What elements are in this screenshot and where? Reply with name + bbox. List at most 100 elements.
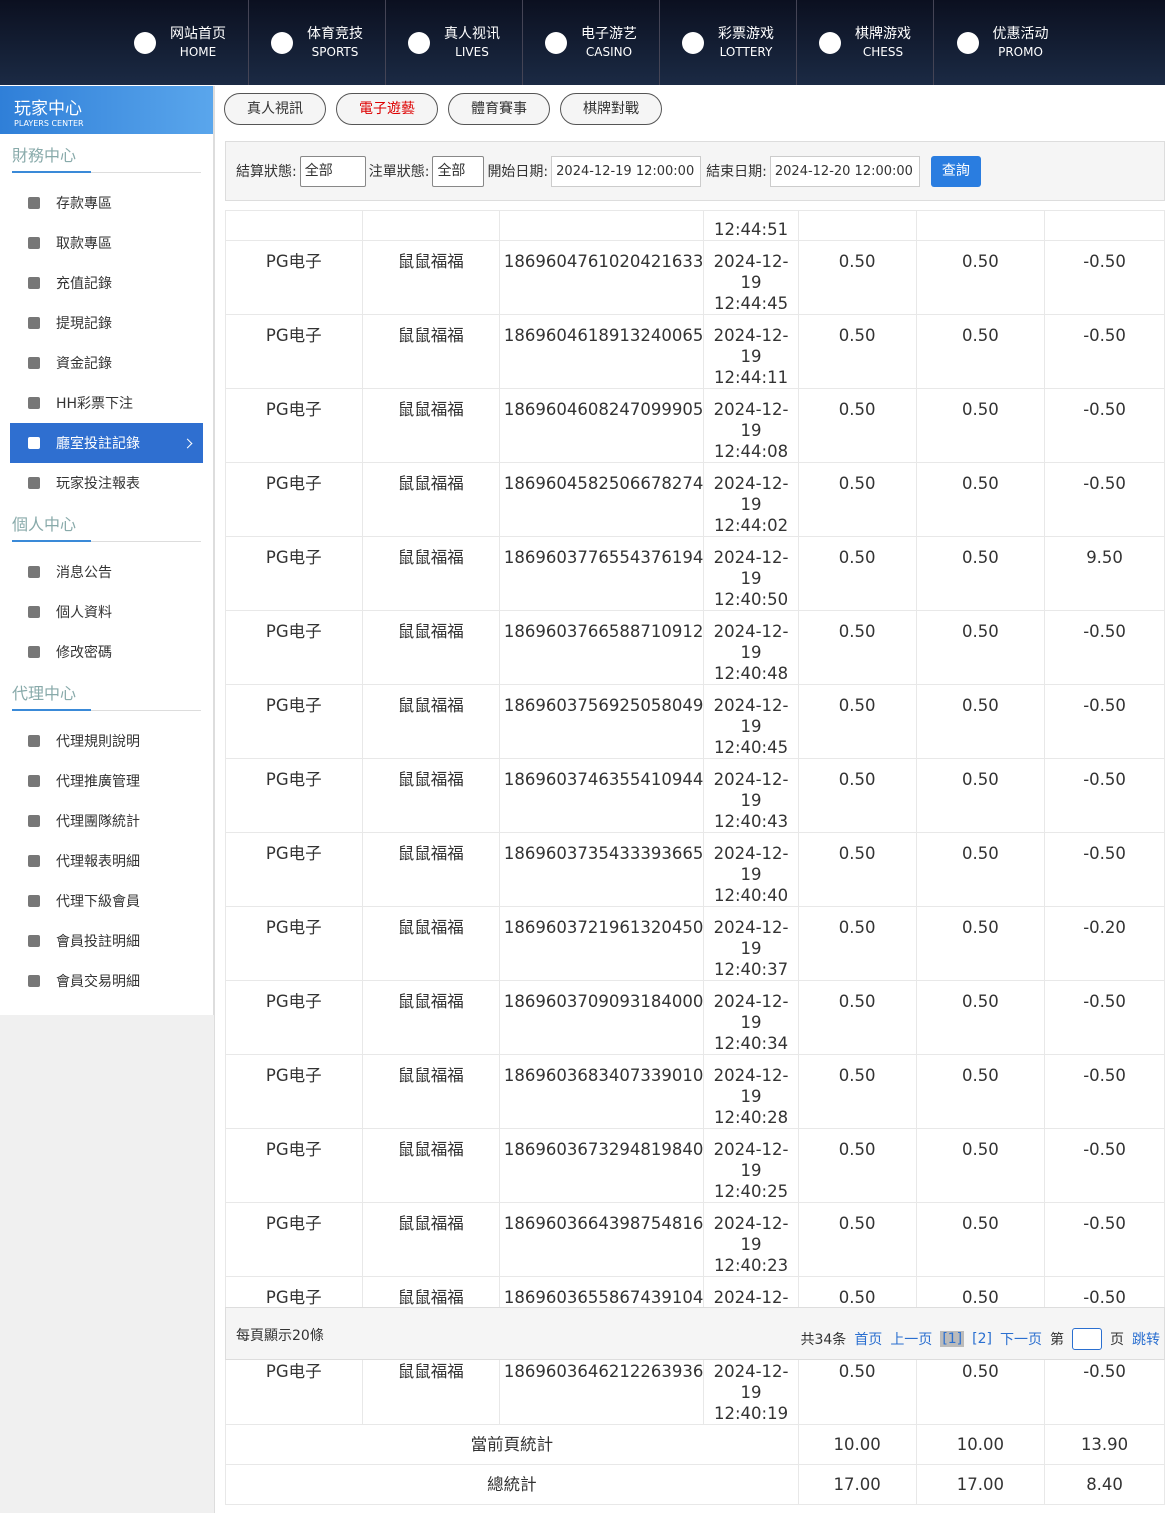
sidebar-link[interactable]: 代理推廣管理 bbox=[10, 761, 203, 801]
cell: 0.50 bbox=[797, 758, 917, 833]
link-text: 充值記錄 bbox=[56, 276, 112, 292]
nav-item[interactable]: 网站首页 HOME bbox=[112, 0, 249, 85]
link-text: 會員投註明細 bbox=[56, 934, 140, 950]
cell: 0.50 bbox=[797, 1202, 917, 1277]
nav-cn: 真人视讯 bbox=[444, 25, 500, 42]
date-input[interactable]: 2024-12-19 12:00:00 bbox=[551, 155, 702, 187]
sidebar-link[interactable]: 會員交易明細 bbox=[10, 961, 203, 1001]
sidebar-link[interactable]: 修改密碼 bbox=[10, 632, 203, 672]
cell: PG电子 bbox=[225, 610, 363, 685]
cell: 0.50 bbox=[797, 388, 917, 463]
sidebar-link[interactable]: 存款專區 bbox=[10, 183, 203, 223]
label: 結算狀態: bbox=[236, 164, 297, 180]
select[interactable]: 全部 bbox=[432, 155, 485, 187]
sidebar-link[interactable]: 提現記錄 bbox=[10, 303, 203, 343]
nav-item[interactable]: 真人视讯 LIVES bbox=[386, 0, 523, 85]
cell: 2024-12-19 12:40:43 bbox=[703, 758, 799, 833]
cell: 1869603746355410944 bbox=[498, 758, 705, 833]
goto-suffix: 页 bbox=[1110, 1332, 1124, 1348]
goto-prefix: 第 bbox=[1050, 1332, 1064, 1348]
tab[interactable]: 體育賽事 bbox=[448, 93, 550, 125]
link-icon bbox=[28, 735, 40, 747]
cell: PG电子 bbox=[225, 906, 363, 981]
sidebar-title: 玩家中心 bbox=[14, 99, 82, 119]
cell: 0.50 bbox=[915, 832, 1046, 907]
cell: 0.50 bbox=[915, 314, 1046, 389]
cell: 1869604608247099905 bbox=[498, 388, 705, 463]
cell: 0.50 bbox=[915, 758, 1046, 833]
search-button[interactable]: 查詢 bbox=[930, 155, 981, 187]
cell: 2024-12-19 12:44:02 bbox=[703, 462, 799, 537]
link-icon bbox=[28, 477, 40, 489]
link-icon bbox=[28, 317, 40, 329]
sidebar-link[interactable]: 取款專區 bbox=[10, 223, 203, 263]
cell: PG电子 bbox=[225, 240, 363, 315]
prev-link[interactable]: 上一页 bbox=[890, 1332, 933, 1348]
sidebar-link[interactable]: 會員投註明細 bbox=[10, 921, 203, 961]
nav-item[interactable]: 棋牌游戏 CHESS bbox=[797, 0, 934, 85]
sidebar-link[interactable]: 充值記錄 bbox=[10, 263, 203, 303]
nav-cn: 电子游艺 bbox=[581, 25, 637, 42]
next-link[interactable]: 下一页 bbox=[1000, 1332, 1042, 1348]
sidebar-header: 玩家中心 PLAYERS CENTER bbox=[0, 86, 213, 134]
nav-item[interactable]: 电子游艺 CASINO bbox=[523, 0, 660, 85]
sidebar-link[interactable]: 代理規則說明 bbox=[10, 721, 203, 761]
sidebar-link[interactable]: 個人資料 bbox=[10, 592, 203, 632]
page-link[interactable]: [1] bbox=[940, 1331, 965, 1347]
sidebar-link[interactable]: 消息公告 bbox=[10, 552, 203, 592]
sidebar-link[interactable]: 資金記錄 bbox=[10, 343, 203, 383]
sidebar-link[interactable]: 代理報表明細 bbox=[10, 841, 203, 881]
tab[interactable]: 棋牌對戰 bbox=[560, 93, 662, 125]
cell: 0.50 bbox=[797, 536, 917, 611]
cell: 0.50 bbox=[797, 462, 917, 537]
cell: -0.50 bbox=[1044, 240, 1165, 315]
section-title-text: 個人中心 bbox=[12, 511, 91, 542]
table-row: PG电子 鼠鼠福福 1869603709093184000 2024-12-19 12… bbox=[225, 980, 1165, 1055]
link-icon bbox=[28, 855, 40, 867]
sidebar-link[interactable]: HH彩票下注 bbox=[10, 383, 203, 423]
nav-text: 棋牌游戏 CHESS bbox=[855, 25, 911, 61]
cell: 13.90 bbox=[1044, 1424, 1165, 1465]
cell: 8.40 bbox=[1044, 1464, 1165, 1505]
cell: 鼠鼠福福 bbox=[361, 1128, 500, 1203]
cell: -0.50 bbox=[1044, 1128, 1165, 1203]
first-link[interactable]: 首页 bbox=[854, 1332, 883, 1348]
sidebar-link[interactable]: 代理團隊統計 bbox=[10, 801, 203, 841]
link-text: 廳室投註記錄 bbox=[56, 436, 140, 452]
cell: 0.50 bbox=[797, 314, 917, 389]
cell: 0.50 bbox=[915, 536, 1046, 611]
nav-icon bbox=[271, 31, 293, 54]
nav-item[interactable]: 体育竞技 SPORTS bbox=[249, 0, 386, 85]
tab[interactable]: 真人視訊 bbox=[224, 93, 326, 125]
nav-icon bbox=[819, 31, 841, 54]
cell: 1869603766588710912 bbox=[498, 610, 705, 685]
sidebar-link[interactable]: 代理下級會員 bbox=[10, 881, 203, 921]
nav-icon bbox=[682, 31, 704, 54]
cell: PG电子 bbox=[225, 684, 363, 759]
table-row: PG电子 鼠鼠福福 1869603664398754816 2024-12-19 12… bbox=[225, 1202, 1165, 1277]
cell: 17.00 bbox=[915, 1464, 1046, 1505]
cell: 2024-12-19 12:40:50 bbox=[703, 536, 799, 611]
page-link[interactable]: [2] bbox=[972, 1331, 992, 1347]
date-input[interactable]: 2024-12-20 12:00:00 bbox=[769, 155, 920, 187]
link-icon bbox=[28, 357, 40, 369]
cell: -0.50 bbox=[1044, 314, 1165, 389]
nav-item[interactable]: 优惠活动 PROMO bbox=[934, 0, 1071, 85]
nav-text: 真人视讯 LIVES bbox=[444, 25, 500, 61]
cell: 鼠鼠福福 bbox=[361, 314, 500, 389]
tab[interactable]: 電子遊藝 bbox=[336, 93, 438, 125]
table-row: PG电子 鼠鼠福福 1869603683407339010 2024-12-19 12… bbox=[225, 1054, 1165, 1129]
cell: 0.50 bbox=[797, 1054, 917, 1129]
cell: 17.00 bbox=[797, 1464, 917, 1505]
nav-item[interactable]: 彩票游戏 LOTTERY bbox=[660, 0, 797, 85]
sidebar-link[interactable]: 玩家投注報表 bbox=[10, 463, 203, 503]
sidebar-link[interactable]: 廳室投註記錄 bbox=[10, 423, 203, 463]
sidebar-subtitle: PLAYERS CENTER bbox=[14, 119, 84, 128]
select[interactable]: 全部 bbox=[299, 155, 366, 187]
cell: 鼠鼠福福 bbox=[361, 1054, 500, 1129]
cell: -0.50 bbox=[1044, 1350, 1165, 1425]
goto-input[interactable] bbox=[1072, 1328, 1102, 1350]
jump-link[interactable]: 跳转 bbox=[1132, 1332, 1160, 1348]
cell: 鼠鼠福福 bbox=[361, 758, 500, 833]
